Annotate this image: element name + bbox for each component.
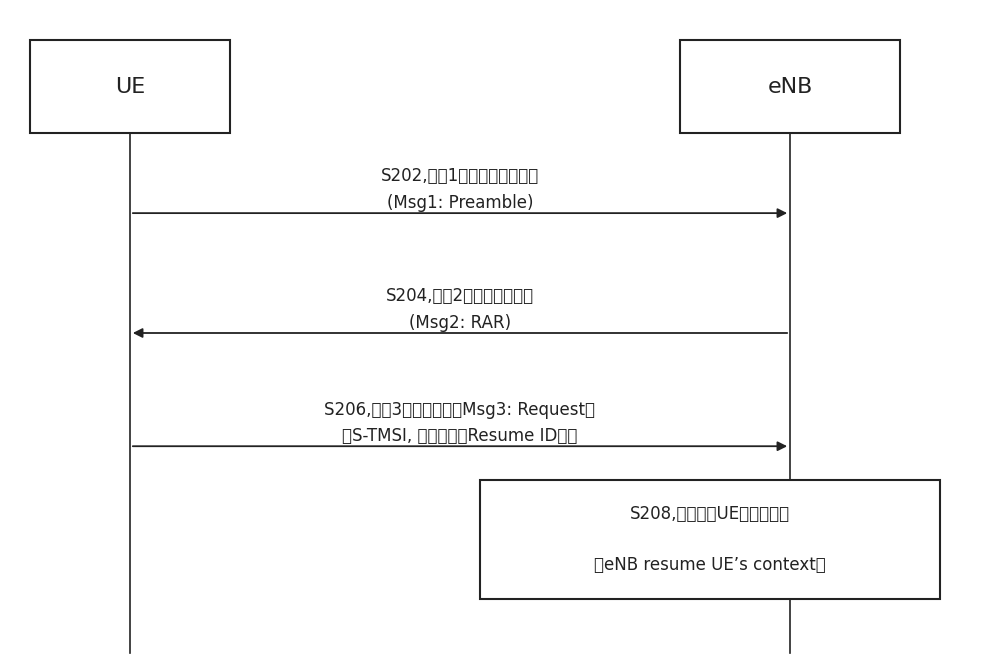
Text: (Msg2: RAR): (Msg2: RAR) <box>409 314 511 332</box>
Text: S208,基站恢复UE上下文信息: S208,基站恢复UE上下文信息 <box>630 505 790 523</box>
Text: S206,消息3：请求消息（Msg3: Request）: S206,消息3：请求消息（Msg3: Request） <box>324 400 596 419</box>
Text: (Msg1: Preamble): (Msg1: Preamble) <box>387 194 533 212</box>
Bar <box>480 480 940 599</box>
Bar <box>30 40 230 133</box>
Text: S204,消息2：随机接入响应: S204,消息2：随机接入响应 <box>386 287 534 306</box>
Bar <box>680 40 900 133</box>
Text: （eNB resume UE’s context）: （eNB resume UE’s context） <box>594 555 826 574</box>
Text: （S-TMSI, 恢复标识（Resume ID））: （S-TMSI, 恢复标识（Resume ID）） <box>342 427 578 446</box>
Text: eNB: eNB <box>767 77 813 97</box>
Text: S202,消息1随机接入前缀发送: S202,消息1随机接入前缀发送 <box>381 167 539 186</box>
Text: UE: UE <box>115 77 145 97</box>
